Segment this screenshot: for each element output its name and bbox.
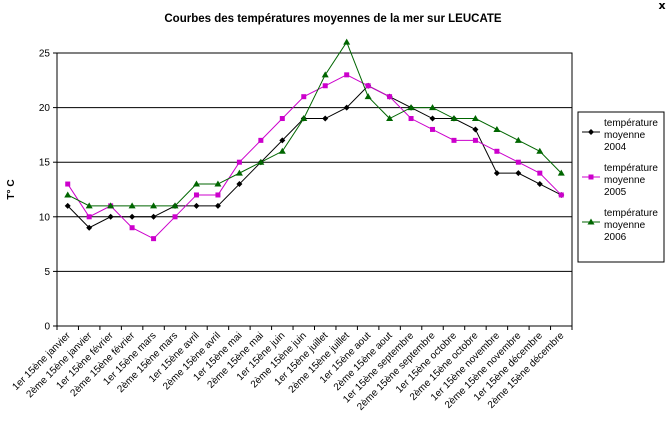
legend-label: température moyenne 2005 (604, 163, 658, 198)
data-point (537, 170, 543, 176)
data-point (387, 94, 393, 100)
data-point (279, 137, 286, 144)
data-point (493, 125, 501, 132)
data-point (150, 213, 157, 220)
data-point (192, 180, 200, 187)
data-point (86, 214, 92, 220)
legend-entry: température moyenne 2006 (582, 208, 658, 243)
data-point (343, 104, 350, 111)
legend: température moyenne 2004 température moyenne… (577, 111, 665, 263)
legend-marker (588, 174, 594, 180)
data-point (128, 202, 136, 209)
data-point (408, 116, 414, 122)
data-point (494, 148, 500, 154)
data-point (343, 38, 351, 45)
data-point (214, 180, 222, 187)
data-point (86, 224, 93, 231)
data-point (472, 137, 478, 143)
data-point (558, 192, 564, 198)
data-point (193, 202, 200, 209)
data-point (321, 71, 329, 78)
data-point (279, 116, 285, 122)
data-point (107, 202, 115, 209)
data-point (258, 137, 264, 143)
data-point (151, 236, 157, 242)
data-point (364, 93, 372, 100)
data-point (236, 181, 243, 188)
legend-entry: température moyenne 2005 (582, 163, 658, 198)
legend-label: température moyenne 2006 (604, 208, 658, 243)
legend-entry: température moyenne 2004 (582, 118, 658, 153)
y-tick-label: 15 (39, 158, 51, 169)
data-point (300, 115, 308, 122)
y-tick-label: 10 (39, 212, 51, 223)
series-line (67, 85, 562, 229)
legend-label: température moyenne 2004 (604, 118, 658, 153)
data-point (65, 181, 71, 187)
data-point (193, 192, 199, 198)
y-tick-label: 25 (39, 49, 51, 60)
data-point (344, 72, 350, 78)
chart-title: Courbes des températures moyennes de la … (164, 13, 502, 25)
data-point (214, 202, 221, 209)
legend-marker (587, 218, 595, 225)
series-line (67, 74, 562, 240)
series-1 (64, 82, 565, 231)
data-point (235, 169, 243, 176)
legend-box (577, 111, 665, 263)
data-point (171, 202, 179, 209)
data-point (257, 158, 265, 165)
data-point (514, 136, 522, 143)
series-line (67, 40, 562, 207)
data-point (515, 170, 522, 177)
data-point (64, 202, 71, 209)
data-point (386, 115, 394, 122)
data-point (451, 137, 457, 143)
data-point (429, 115, 436, 122)
data-point (429, 104, 437, 111)
data-point (85, 202, 93, 209)
data-point (322, 115, 329, 122)
data-point (215, 192, 221, 198)
series-3 (64, 38, 565, 209)
data-point (515, 159, 521, 165)
data-point (365, 83, 371, 89)
data-point (150, 202, 158, 209)
plot-area (56, 52, 573, 327)
y-tick-label: 5 (44, 267, 50, 278)
data-point (430, 126, 436, 132)
data-point (472, 126, 479, 133)
data-point (301, 94, 307, 100)
data-point (536, 181, 543, 188)
grid (57, 52, 572, 272)
y-axis-ticks: 0 5 10 15 20 25 (39, 49, 57, 333)
data-point (64, 191, 72, 198)
y-tick-label: 20 (39, 103, 51, 114)
data-point (107, 213, 114, 220)
data-point (236, 159, 242, 165)
data-point (172, 214, 178, 220)
data-point (450, 115, 458, 122)
data-point (407, 104, 415, 111)
legend-marker (588, 129, 594, 135)
data-point (536, 147, 544, 154)
data-point (471, 115, 479, 122)
data-point (493, 170, 500, 177)
close-icon[interactable]: x (658, 0, 665, 12)
data-point (129, 213, 136, 220)
data-point (322, 83, 328, 89)
data-point (129, 225, 135, 231)
data-point (278, 147, 286, 154)
series (64, 38, 565, 242)
y-axis-label: T° C (6, 179, 17, 199)
data-point (557, 169, 565, 176)
series-2 (65, 72, 564, 242)
y-tick-label: 0 (44, 322, 50, 333)
